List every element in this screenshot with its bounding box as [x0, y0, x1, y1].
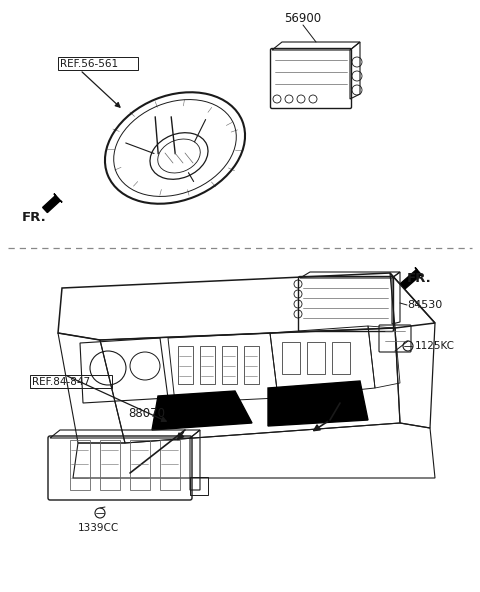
- Bar: [282, 342, 300, 374]
- FancyArrow shape: [401, 268, 423, 289]
- Bar: [70, 440, 90, 490]
- Bar: [130, 440, 150, 490]
- Bar: [332, 342, 350, 374]
- Bar: [178, 346, 193, 384]
- Polygon shape: [152, 391, 252, 430]
- Text: 84530: 84530: [407, 300, 442, 310]
- Bar: [200, 346, 215, 384]
- Bar: [244, 346, 259, 384]
- Bar: [222, 346, 237, 384]
- Text: FR.: FR.: [407, 272, 432, 285]
- Text: REF.56-561: REF.56-561: [60, 59, 118, 69]
- Bar: [160, 440, 180, 490]
- Text: 1125KC: 1125KC: [415, 341, 455, 351]
- Text: 88070: 88070: [128, 407, 165, 420]
- Bar: [30, 375, 112, 388]
- Text: REF.84-847: REF.84-847: [32, 377, 90, 387]
- Bar: [190, 477, 208, 495]
- FancyArrow shape: [43, 194, 62, 213]
- Text: 1339CC: 1339CC: [78, 523, 119, 533]
- Bar: [100, 440, 120, 490]
- Text: FR.: FR.: [22, 211, 47, 224]
- Polygon shape: [268, 381, 368, 426]
- Bar: [307, 342, 325, 374]
- Bar: [58, 57, 138, 70]
- Text: 56900: 56900: [285, 12, 322, 25]
